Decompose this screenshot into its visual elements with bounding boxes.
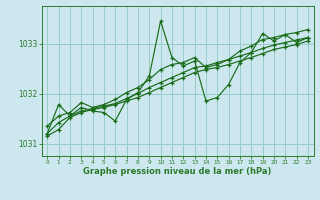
X-axis label: Graphe pression niveau de la mer (hPa): Graphe pression niveau de la mer (hPa) xyxy=(84,167,272,176)
